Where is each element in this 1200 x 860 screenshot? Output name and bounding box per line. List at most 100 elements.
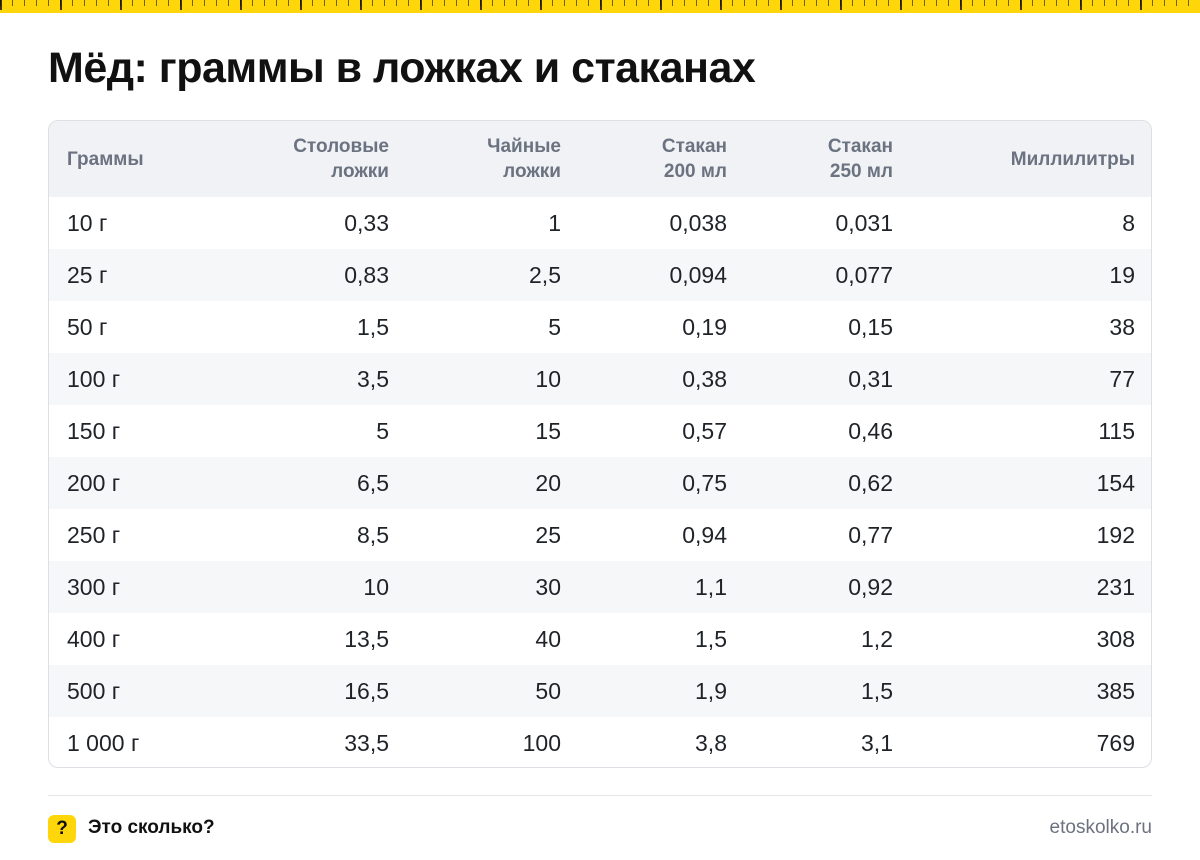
column-header-line: Стакан: [827, 136, 893, 157]
table-cell: 5: [376, 417, 389, 444]
table-cell: 0,94: [682, 521, 727, 548]
column-header: Граммы: [49, 121, 257, 197]
table-cell: 38: [1109, 313, 1135, 340]
footer-divider: [48, 795, 1152, 796]
table-cell: 50: [407, 665, 579, 717]
table-cell: 3,1: [861, 729, 893, 756]
table-cell: 77: [911, 353, 1151, 405]
column-header-line: Столовые: [293, 136, 389, 157]
table-row: 1 000 г 33,5 100 3,8 3,1 769: [49, 717, 1151, 767]
table-cell: 192: [1096, 521, 1135, 548]
column-header: Столовые ложки: [257, 121, 407, 197]
table-cell: 5: [548, 313, 561, 340]
table-cell: 50 г: [67, 313, 108, 340]
column-header: Стакан 200 мл: [579, 121, 745, 197]
table-cell: 0,15: [848, 313, 893, 340]
table-row: 400 г 13,5 40 1,5 1,2 308: [49, 613, 1151, 665]
table-cell: 0,031: [835, 209, 893, 236]
conversion-table-card: Граммы Столовые ложки Чайные ложки Стакан 200 …: [48, 120, 1152, 768]
table-cell: 0,57: [682, 417, 727, 444]
table-cell: 250 г: [67, 521, 121, 548]
table-cell: 40: [535, 625, 561, 652]
table-cell: 1: [548, 209, 561, 236]
question-badge-icon: ?: [48, 815, 76, 843]
table-cell: 0,33: [344, 209, 389, 236]
table-row: 50 г 1,5 5 0,19 0,15 38: [49, 301, 1151, 353]
table-cell: 0,83: [257, 249, 407, 301]
table-cell: 769: [1096, 729, 1135, 756]
ruler-strip-icon: [0, 0, 1200, 13]
column-header: Чайные ложки: [407, 121, 579, 197]
table-cell: 0,19: [682, 313, 727, 340]
table-cell: 0,77: [848, 521, 893, 548]
table-cell: 0,094: [579, 249, 745, 301]
table-cell: 30: [407, 561, 579, 613]
table-cell: 100 г: [49, 353, 257, 405]
table-cell: 1,5: [745, 665, 911, 717]
table-cell: 1,1: [579, 561, 745, 613]
table-cell: 0,62: [745, 457, 911, 509]
table-cell: 300 г: [49, 561, 257, 613]
table-cell: 10: [407, 353, 579, 405]
table-cell: 0,92: [745, 561, 911, 613]
table-cell: 500 г: [49, 665, 257, 717]
table-cell: 0,46: [848, 417, 893, 444]
table-cell: 1 000 г: [67, 729, 140, 756]
table-cell: 25 г: [49, 249, 257, 301]
table-cell: 115: [1098, 417, 1135, 444]
table-cell: 1,5: [695, 625, 727, 652]
brand-name: Это сколько?: [88, 817, 215, 838]
table-row: 300 г 10 30 1,1 0,92 231: [49, 561, 1151, 613]
table-cell: 0,75: [579, 457, 745, 509]
table-row: 150 г 5 15 0,57 0,46 115: [49, 405, 1151, 457]
table-header-row: Граммы Столовые ложки Чайные ложки Стакан 200 …: [49, 121, 1151, 197]
table-cell: 1,2: [861, 625, 893, 652]
column-header-line: 250 мл: [829, 161, 893, 182]
table-cell: 15: [535, 417, 561, 444]
table-cell: 154: [911, 457, 1151, 509]
table-cell: 385: [911, 665, 1151, 717]
table-cell: 0,077: [745, 249, 911, 301]
column-header-line: Граммы: [67, 148, 144, 170]
column-header-line: Чайные: [487, 136, 561, 157]
column-header: Миллилитры: [911, 121, 1151, 197]
column-header: Стакан 250 мл: [745, 121, 911, 197]
table-cell: 20: [407, 457, 579, 509]
table-row: 200 г 6,5 20 0,75 0,62 154: [49, 457, 1151, 509]
table-row: 250 г 8,5 25 0,94 0,77 192: [49, 509, 1151, 561]
table-cell: 8,5: [357, 521, 389, 548]
table-cell: 0,31: [745, 353, 911, 405]
table-cell: 19: [911, 249, 1151, 301]
table-cell: 10: [257, 561, 407, 613]
table-cell: 2,5: [407, 249, 579, 301]
table-body: 10 г 0,33 1 0,038 0,031 8 25 г 0,83 2,5 0,094 0,07…: [49, 197, 1151, 767]
table-row: 10 г 0,33 1 0,038 0,031 8: [49, 197, 1151, 249]
table-row: 500 г 16,5 50 1,9 1,5 385: [49, 665, 1151, 717]
table-cell: 150 г: [67, 417, 121, 444]
column-header-line: Миллилитры: [1010, 148, 1135, 170]
table-cell: 1,9: [579, 665, 745, 717]
table-cell: 13,5: [344, 625, 389, 652]
table-cell: 1,5: [357, 313, 389, 340]
page-title: Мёд: граммы в ложках и стаканах: [48, 44, 756, 92]
conversion-table: Граммы Столовые ложки Чайные ложки Стакан 200 …: [49, 121, 1151, 767]
table-cell: 231: [911, 561, 1151, 613]
table-cell: 100: [522, 729, 561, 756]
table-cell: 3,8: [695, 729, 727, 756]
table-cell: 3,5: [257, 353, 407, 405]
table-cell: 33,5: [344, 729, 389, 756]
table-cell: 25: [535, 521, 561, 548]
table-row: 100 г 3,5 10 0,38 0,31 77: [49, 353, 1151, 405]
column-header-line: ложки: [331, 161, 389, 182]
table-header: Граммы Столовые ложки Чайные ложки Стакан 200 …: [49, 121, 1151, 197]
table-cell: 10 г: [67, 209, 108, 236]
table-cell: 0,038: [669, 209, 727, 236]
site-url[interactable]: etoskolko.ru: [1049, 817, 1152, 838]
table-row: 25 г 0,83 2,5 0,094 0,077 19: [49, 249, 1151, 301]
table-cell: 16,5: [257, 665, 407, 717]
table-cell: 308: [1096, 625, 1135, 652]
table-cell: 0,38: [579, 353, 745, 405]
table-cell: 8: [1122, 209, 1135, 236]
column-header-line: Стакан: [661, 136, 727, 157]
table-cell: 6,5: [257, 457, 407, 509]
